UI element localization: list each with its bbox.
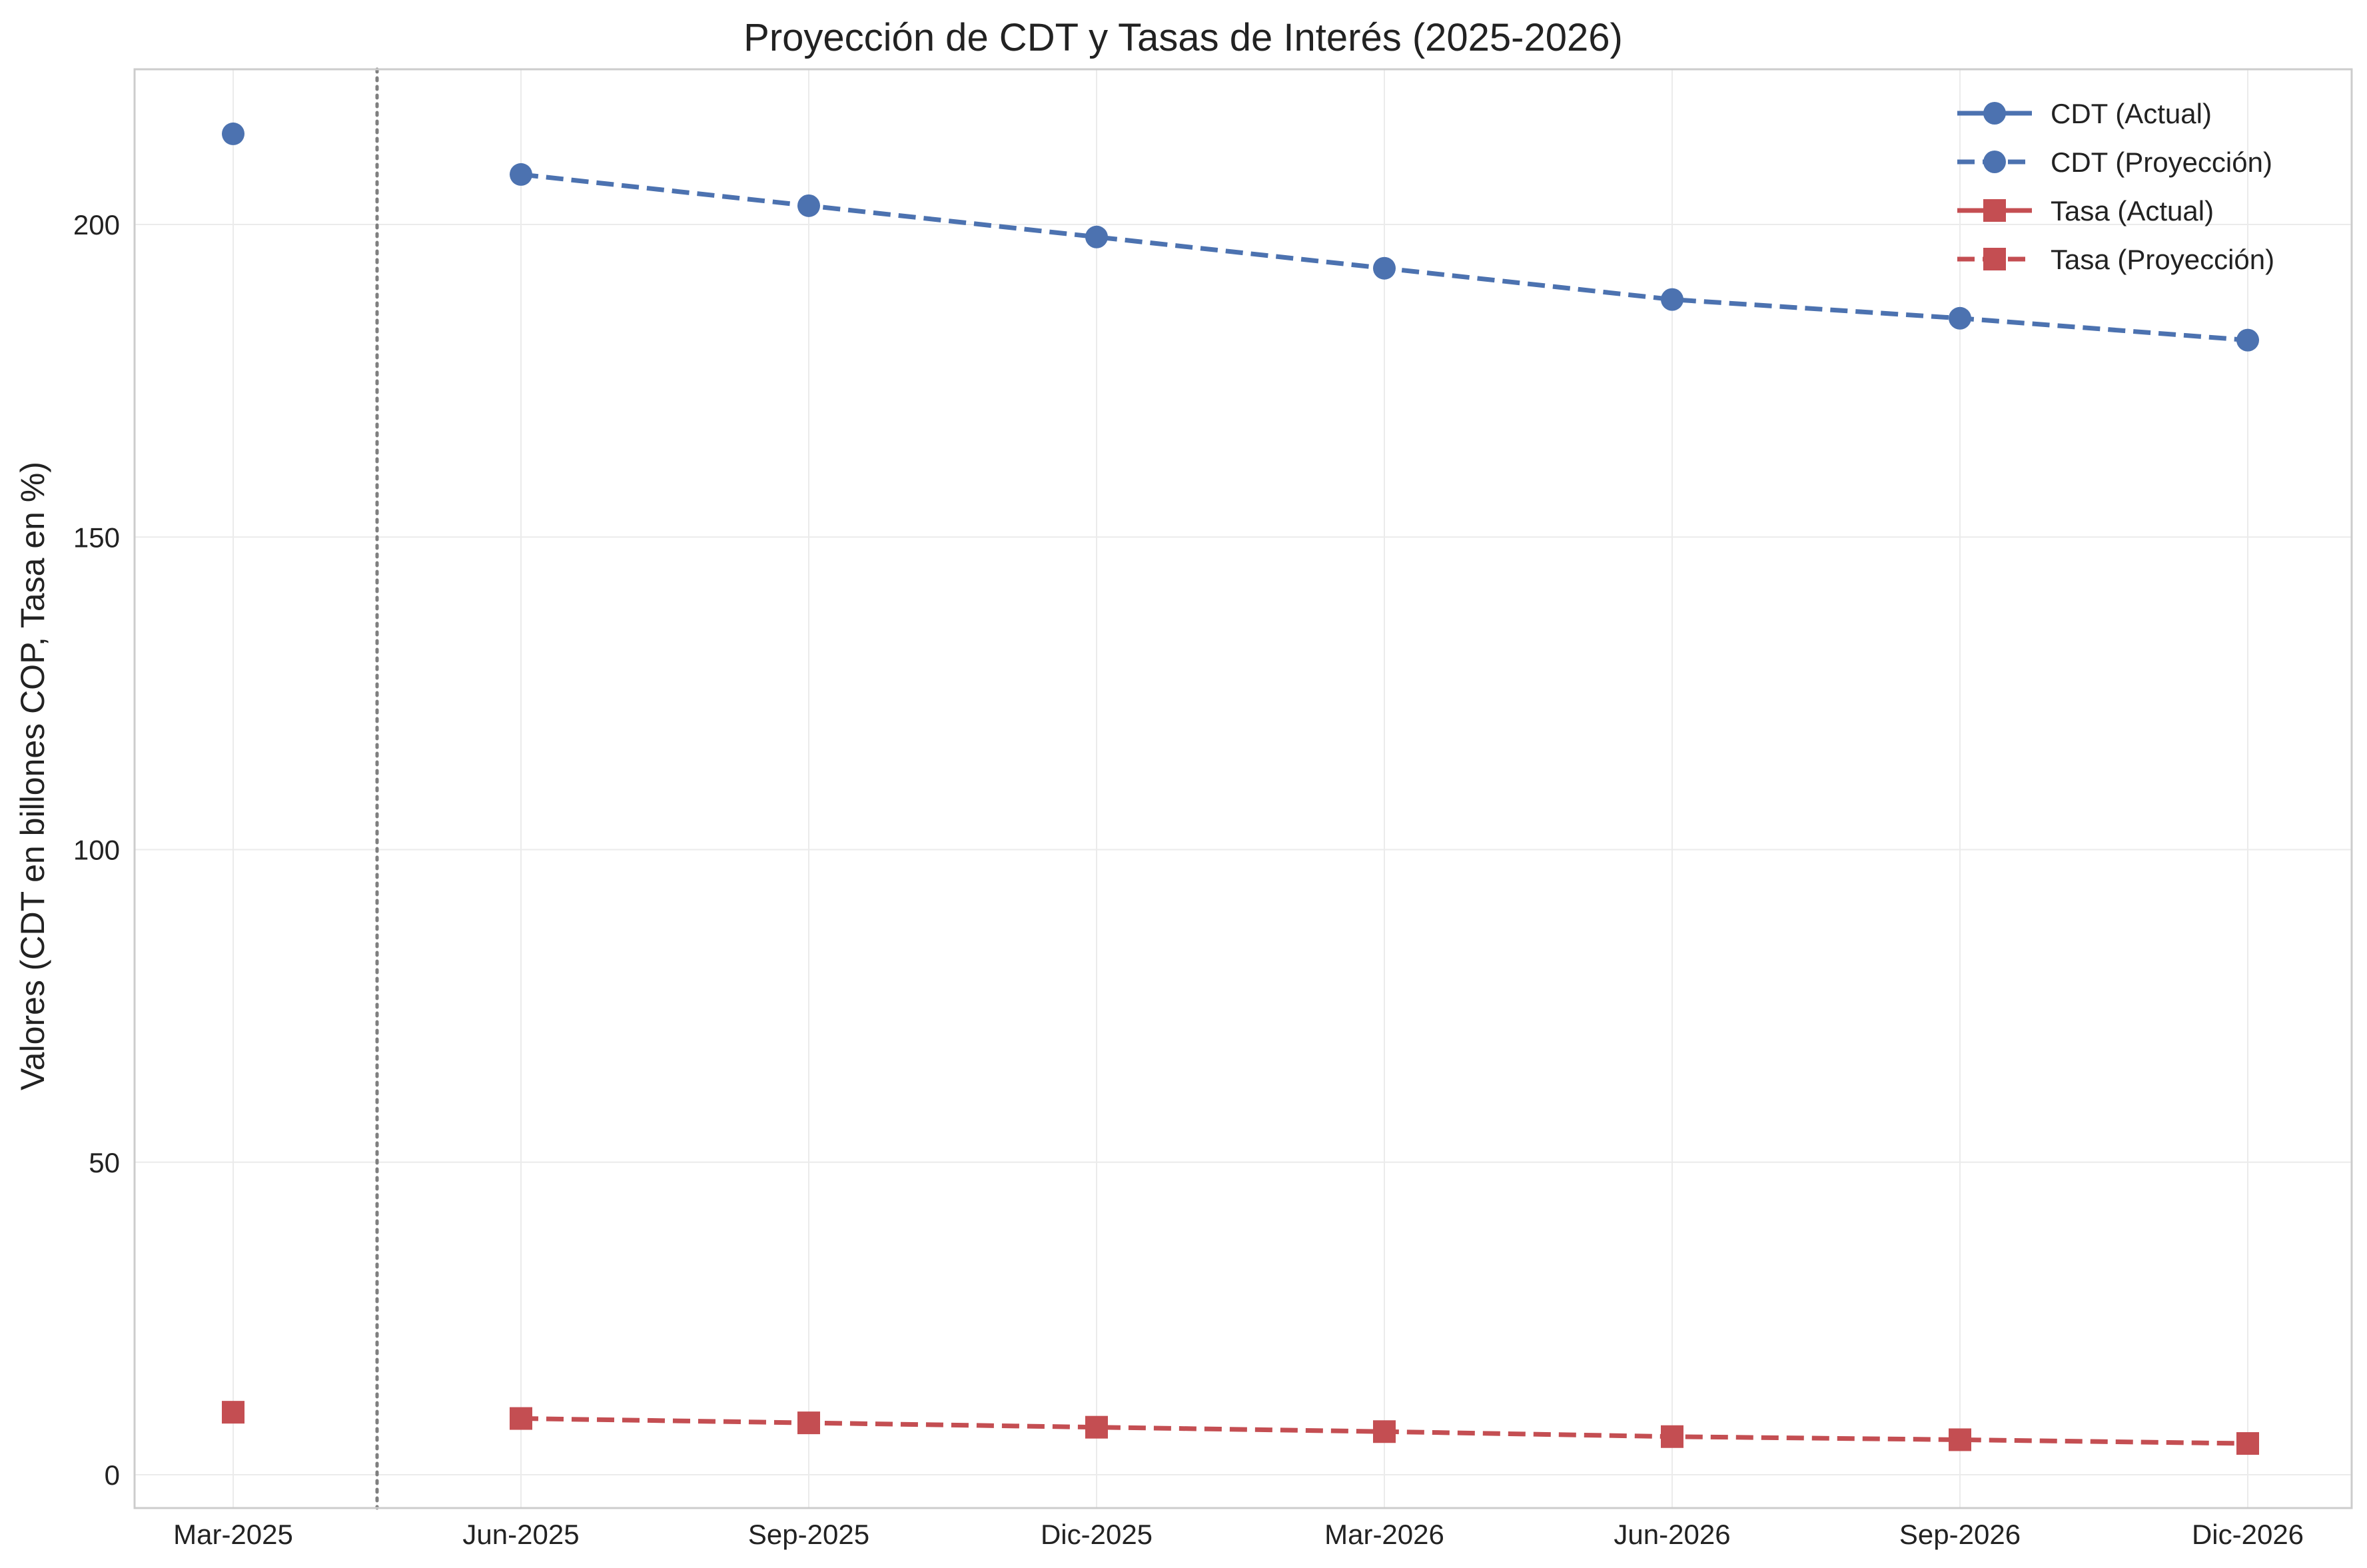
legend-label-tasa-actual: Tasa (Actual) [2051, 195, 2214, 226]
y-tick-label: 0 [105, 1459, 120, 1491]
plot-area: Mar-2025 Jun-2025 Sep-2025 Dic-2025 Mar-2026… [73, 67, 2353, 1550]
x-tick-label: Dic-2025 [1041, 1519, 1153, 1550]
data-point-tasa-actual [222, 1401, 244, 1424]
legend-marker-cdt-actual [1983, 102, 2006, 125]
data-point-cdt-proyecci-n [1661, 288, 1683, 311]
y-tick-label: 50 [89, 1147, 120, 1178]
x-tick-label: Jun-2026 [1614, 1519, 1730, 1550]
x-tick-label: Mar-2026 [1324, 1519, 1444, 1550]
y-axis-label: Valores (CDT en billones COP, Tasa en %) [14, 462, 51, 1090]
chart-title: Proyección de CDT y Tasas de Interés (20… [743, 16, 1623, 59]
legend-label-tasa-proyecci-n: Tasa (Proyección) [2051, 244, 2274, 275]
y-tick-label: 200 [73, 209, 120, 240]
x-tick-label: Sep-2025 [748, 1519, 869, 1550]
plot-frame [133, 68, 2353, 1509]
data-point-cdt-proyecci-n [2236, 328, 2259, 352]
x-tick-label: Jun-2025 [462, 1519, 579, 1550]
legend-label-cdt-proyecci-n: CDT (Proyección) [2051, 147, 2272, 178]
legend-marker-tasa-actual [1983, 199, 2006, 222]
data-point-cdt-proyecci-n [1373, 256, 1396, 280]
data-point-cdt-proyecci-n [797, 194, 820, 217]
x-tick-label: Mar-2025 [173, 1519, 293, 1550]
data-point-tasa-proyecci-n [1085, 1415, 1108, 1439]
data-point-tasa-proyecci-n [510, 1407, 532, 1430]
data-point-cdt-proyecci-n [510, 163, 532, 186]
legend-label-cdt-actual: CDT (Actual) [2051, 98, 2212, 129]
data-point-tasa-proyecci-n [797, 1411, 820, 1435]
y-tick-label: 150 [73, 522, 120, 553]
data-point-tasa-proyecci-n [1661, 1425, 1683, 1448]
data-point-tasa-proyecci-n [1949, 1428, 1971, 1451]
data-point-tasa-proyecci-n [2236, 1432, 2259, 1455]
x-tick-label: Dic-2026 [2192, 1519, 2304, 1550]
legend-marker-cdt-proyecci-n [1983, 151, 2006, 173]
data-point-cdt-actual [222, 122, 244, 145]
data-point-cdt-proyecci-n [1085, 225, 1108, 248]
data-point-cdt-proyecci-n [1949, 306, 1971, 330]
legend-marker-tasa-proyecci-n [1983, 248, 2006, 270]
data-point-tasa-proyecci-n [1373, 1420, 1396, 1443]
legend: CDT (Actual) CDT (Proyección) Tasa (Actual… [1957, 98, 2274, 275]
x-tick-label: Sep-2026 [1899, 1519, 2021, 1550]
plot-background [135, 69, 2352, 1508]
y-tick-label: 100 [73, 835, 120, 866]
